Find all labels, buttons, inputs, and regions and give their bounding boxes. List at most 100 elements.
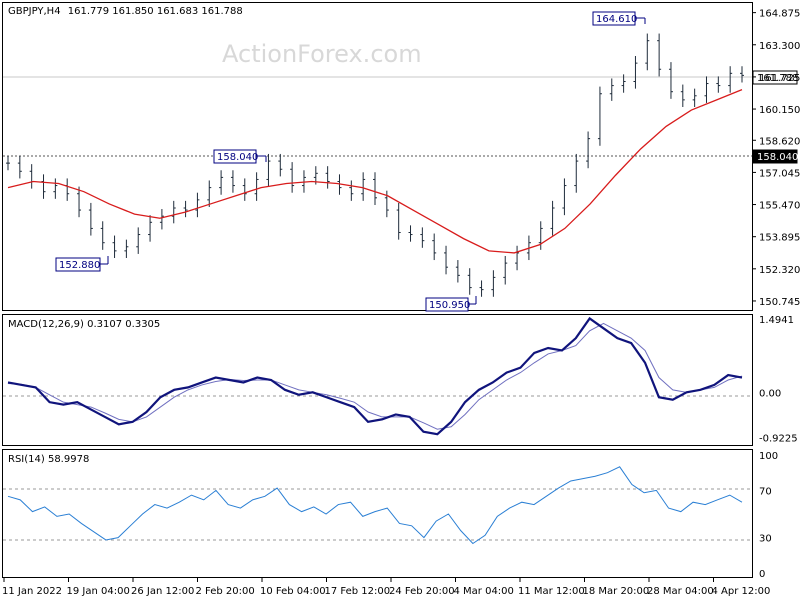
x-tick-label: 26 Jan 12:00	[131, 586, 194, 597]
price-bar	[183, 200, 188, 218]
price-y-label: 157.045	[759, 168, 800, 179]
annotation-high: 164.610	[592, 11, 646, 26]
macd-y-label: 0.00	[759, 388, 781, 399]
rsi-y-label: 30	[759, 534, 772, 545]
price-bar	[159, 209, 164, 230]
rsi-line	[7, 466, 743, 545]
price-y-label: 150.745	[759, 297, 800, 308]
price-bar	[124, 239, 129, 259]
price-bar	[41, 174, 46, 199]
level-price-tag: 158.040	[752, 149, 798, 164]
price-bar	[538, 221, 543, 250]
price-bar	[349, 180, 354, 201]
watermark: ActionForex.com	[222, 40, 422, 68]
x-tick-label: 18 Mar 20:00	[583, 586, 650, 597]
price-bar	[455, 260, 460, 283]
price-y-label: 158.620	[759, 136, 800, 147]
x-tick-label: 24 Feb 20:00	[389, 586, 455, 597]
price-bar	[136, 227, 141, 254]
price-bar	[88, 202, 93, 236]
price-bar	[586, 131, 591, 169]
price-bar	[278, 153, 283, 177]
annotation-low-mid: 150.950	[425, 296, 477, 312]
price-y-label: 153.895	[759, 233, 800, 244]
price-bar	[609, 78, 614, 101]
price-bar	[491, 270, 496, 297]
price-bar	[325, 166, 330, 189]
macd-signal-line	[7, 322, 743, 430]
price-bar	[704, 76, 709, 103]
price-bar	[633, 55, 638, 89]
price-bar	[503, 255, 508, 285]
price-y-label: 160.150	[759, 105, 800, 116]
x-tick-label: 28 Mar 04:00	[647, 586, 714, 597]
moving-average-line	[7, 89, 743, 254]
price-bar	[242, 178, 247, 201]
price-bars	[6, 33, 744, 297]
x-tick-label: 2 Feb 20:00	[196, 586, 255, 597]
current-price-tag: 161.788	[752, 70, 798, 85]
annotation-low-left: 152.880	[55, 256, 109, 272]
price-bar	[373, 172, 377, 205]
price-bar	[657, 33, 662, 77]
macd-line	[7, 316, 743, 436]
x-tick-label: 10 Feb 04:00	[260, 586, 326, 597]
price-bar	[432, 233, 437, 261]
price-bar	[396, 202, 401, 240]
price-y-label: 163.300	[759, 41, 800, 52]
price-bar	[53, 178, 58, 199]
price-bar	[29, 164, 34, 189]
price-bar	[692, 88, 697, 108]
rsi-y-axis: 100 70 30 0	[759, 451, 778, 580]
price-bar	[597, 86, 602, 146]
macd-title: MACD(12,26,9) 0.3107 0.3305	[8, 319, 160, 330]
price-bar	[230, 170, 235, 193]
price-bar	[148, 215, 153, 242]
price-bar	[17, 155, 22, 179]
price-y-label: 152.320	[759, 265, 800, 276]
x-tick-label: 19 Jan 04:00	[67, 586, 130, 597]
macd-y-axis: 1.4941 0.00 -0.9225	[759, 315, 798, 445]
macd-y-label: -0.9225	[759, 434, 798, 445]
price-y-label: 155.470	[759, 201, 800, 212]
price-bar	[266, 153, 271, 187]
annotation-mid-high-text: 158.040	[217, 152, 258, 163]
price-bar	[444, 245, 449, 275]
price-bar	[408, 225, 413, 242]
price-bar	[740, 66, 744, 83]
price-bar	[112, 235, 117, 259]
x-tick-label: 11 Jan 2022	[2, 586, 62, 597]
price-bar	[100, 221, 105, 250]
price-bar	[621, 74, 626, 93]
price-bar	[290, 162, 295, 193]
symbol-label: GBPJPY,H4	[8, 6, 61, 17]
price-bar	[6, 155, 10, 171]
x-axis: 11 Jan 2022 19 Jan 04:00 26 Jan 12:00 2 Feb…	[2, 578, 770, 597]
price-bar	[467, 268, 472, 295]
price-bar	[195, 192, 200, 218]
price-bar	[77, 186, 82, 218]
annotation-high-text: 164.610	[596, 14, 637, 25]
macd-y-label: 1.4941	[759, 315, 794, 326]
price-bar	[65, 178, 70, 201]
x-tick-label: 11 Mar 12:00	[518, 586, 585, 597]
price-bar	[254, 172, 259, 201]
price-bar	[716, 76, 721, 93]
price-bar	[479, 280, 484, 297]
price-y-label: 164.875	[759, 9, 800, 20]
ohlc-values: 161.779 161.850 161.683 161.788	[68, 6, 243, 17]
annotation-low-left-text: 152.880	[59, 260, 100, 271]
price-bar	[680, 84, 685, 108]
price-bar	[207, 180, 212, 207]
price-bar	[550, 200, 555, 236]
rsi-panel-frame	[2, 449, 753, 578]
price-bar	[420, 227, 425, 248]
x-tick-label: 17 Feb 12:00	[325, 586, 391, 597]
level-price-tag-text: 158.040	[757, 152, 798, 163]
annotation-mid-high: 158.040	[213, 149, 267, 164]
annotation-low-mid-text: 150.950	[429, 300, 470, 311]
price-bar	[574, 153, 579, 193]
price-bar	[219, 170, 224, 195]
price-bar	[171, 200, 176, 224]
